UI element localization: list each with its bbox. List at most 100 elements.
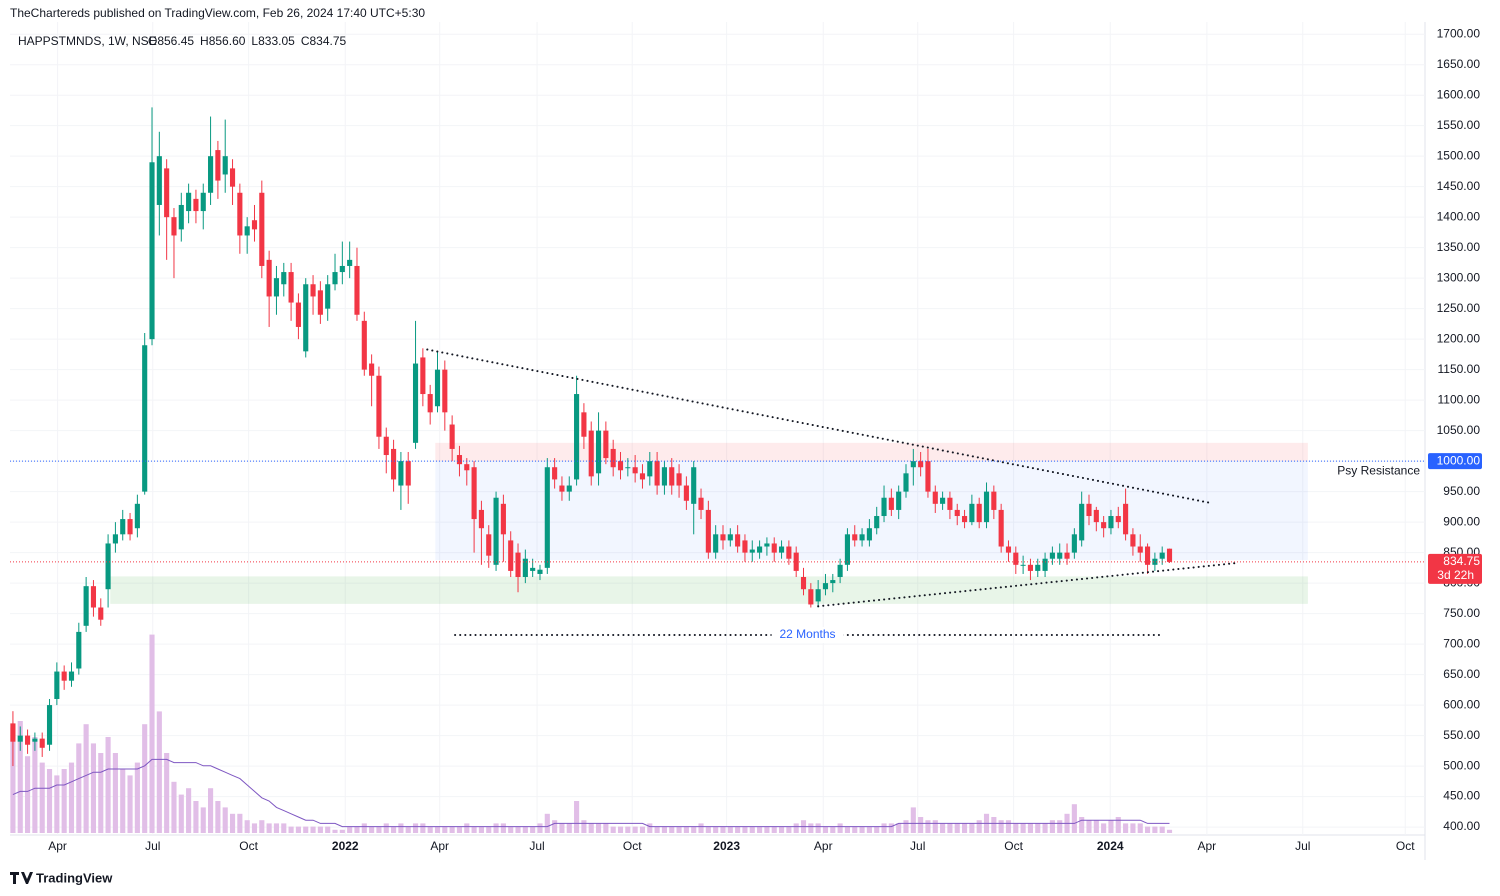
volume-bar xyxy=(229,813,236,833)
candle-body xyxy=(778,546,785,553)
volume-bar xyxy=(537,823,543,833)
candle-body xyxy=(1152,558,1158,565)
volume-bar xyxy=(969,823,975,833)
candle-body xyxy=(1108,516,1114,529)
candle-body xyxy=(976,503,982,523)
candle-body xyxy=(17,735,23,742)
candle-body xyxy=(54,671,60,699)
x-tick-label: Jul xyxy=(910,839,925,853)
x-tick-label: Apr xyxy=(1198,839,1217,853)
x-tick-label: Oct xyxy=(623,839,642,853)
volume-bar xyxy=(222,807,228,833)
volume-bar xyxy=(530,826,536,833)
y-tick-label: 1300.00 xyxy=(1437,270,1481,284)
candle-body xyxy=(1027,564,1034,571)
candle-body xyxy=(559,485,565,492)
volume-bar xyxy=(244,820,250,833)
volume-bar xyxy=(932,820,938,833)
volume-bar xyxy=(918,817,924,833)
candle-body xyxy=(295,302,301,327)
candle-body xyxy=(1064,552,1070,559)
volume-bar xyxy=(1130,823,1136,833)
candle-body xyxy=(354,265,360,315)
volume-bar xyxy=(1101,823,1107,833)
volume-bar xyxy=(1020,823,1026,833)
candle-body xyxy=(449,424,455,449)
volume-bar xyxy=(90,743,97,833)
volume-bar xyxy=(1115,817,1121,833)
candle-body xyxy=(237,192,243,236)
volume-bar xyxy=(376,826,382,833)
candle-body xyxy=(442,369,448,413)
y-tick-label: 1650.00 xyxy=(1437,57,1481,71)
candle-body xyxy=(705,509,711,553)
candle-body xyxy=(720,534,726,541)
candle-body xyxy=(493,497,499,565)
candle-body xyxy=(537,569,543,574)
candle-body xyxy=(552,467,558,480)
candle-body xyxy=(932,491,938,504)
ohlc-value: H856.60 xyxy=(200,34,246,48)
volume-bar xyxy=(822,826,829,833)
candle-body xyxy=(288,272,294,303)
y-tick-label: 1700.00 xyxy=(1437,26,1481,40)
candle-body xyxy=(530,567,536,571)
candle-body xyxy=(412,363,419,443)
volume-bar xyxy=(369,826,375,833)
candle-body xyxy=(713,534,719,553)
candle-body xyxy=(142,345,148,492)
candle-body xyxy=(771,543,777,553)
volume-bar xyxy=(347,826,353,833)
volume-bar xyxy=(398,823,404,833)
volume-bar xyxy=(156,711,162,833)
volume-bar xyxy=(903,820,909,833)
zone xyxy=(435,442,1308,462)
candle-body xyxy=(654,461,660,486)
volume-bar xyxy=(925,820,931,833)
volume-bar xyxy=(215,801,221,833)
x-tick-label: Oct xyxy=(1004,839,1023,853)
candle-body xyxy=(947,497,953,510)
volume-bar xyxy=(112,753,118,833)
y-tick-label: 1050.00 xyxy=(1437,423,1481,437)
y-tick-label: 450.00 xyxy=(1443,789,1480,803)
volume-bar xyxy=(383,823,389,833)
candle-body xyxy=(625,467,631,469)
x-tick-label: Apr xyxy=(814,839,833,853)
volume-bar xyxy=(991,817,997,833)
y-tick-label: 1400.00 xyxy=(1437,209,1481,223)
volume-bar xyxy=(39,762,45,833)
volume-bar xyxy=(837,823,843,833)
volume-bar xyxy=(105,737,111,833)
candle-body xyxy=(639,473,646,480)
candle-body xyxy=(200,192,206,212)
symbol: HAPPSTMNDS, 1W, NSE xyxy=(18,34,157,48)
volume-bar xyxy=(998,820,1004,833)
volume-bar xyxy=(815,823,821,833)
volume-bar xyxy=(595,823,602,833)
candle-body xyxy=(398,461,404,486)
candle-body xyxy=(1057,552,1063,559)
price-label-box xyxy=(1428,553,1482,584)
candle-body xyxy=(215,150,221,181)
candle-body xyxy=(171,217,177,236)
volume-bar xyxy=(1079,817,1085,833)
volume-bar xyxy=(786,826,792,833)
candle-body xyxy=(735,534,741,547)
candle-body xyxy=(508,540,514,571)
volume-bar xyxy=(669,826,675,833)
candle-body xyxy=(822,583,829,590)
volume-bar xyxy=(1027,823,1034,833)
y-tick-label: 1100.00 xyxy=(1438,392,1481,406)
y-tick-label: 1250.00 xyxy=(1437,301,1481,315)
volume-bar xyxy=(1005,820,1012,833)
volume-bar xyxy=(1152,826,1158,833)
volume-bar xyxy=(742,826,748,833)
volume-bar xyxy=(866,826,872,833)
volume-bar xyxy=(852,826,858,833)
candle-body xyxy=(1101,522,1107,529)
volume-bar xyxy=(1093,820,1099,833)
volume-bar xyxy=(940,823,946,833)
volume-bar xyxy=(581,820,587,833)
